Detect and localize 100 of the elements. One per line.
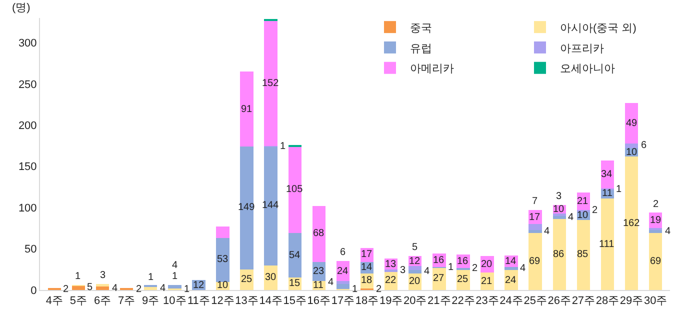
data-label: 3	[100, 270, 106, 281]
data-label: 15	[289, 278, 301, 289]
data-label: 4	[160, 283, 166, 294]
x-tick-label: 14주	[259, 295, 282, 308]
x-tick-label: 6주	[94, 295, 112, 308]
data-label: 4	[568, 212, 574, 223]
data-label: 4	[665, 226, 671, 237]
data-label: 24	[505, 275, 517, 286]
x-tick-label: 15주	[283, 295, 307, 308]
data-label: 2	[653, 199, 659, 210]
x-tick-label: 13주	[235, 295, 258, 308]
data-label: 2	[472, 263, 478, 274]
data-label: 10	[553, 204, 565, 215]
data-label: 1	[616, 184, 622, 195]
data-label: 21	[577, 196, 589, 207]
data-label: 2	[592, 205, 598, 216]
data-label: 10	[626, 147, 638, 158]
x-tick-label: 19주	[379, 295, 403, 308]
x-tick-label: 25주	[524, 295, 547, 308]
data-label: 105	[286, 184, 304, 195]
data-label: 11	[602, 188, 613, 199]
x-tick-label: 23주	[476, 295, 499, 308]
data-label: 69	[650, 256, 662, 267]
legend-label: 아시아(중국 외)	[560, 22, 636, 34]
data-label: 4	[328, 277, 334, 288]
data-label: 1	[352, 284, 358, 295]
data-label: 2	[376, 284, 382, 295]
data-label: 91	[241, 104, 253, 115]
data-label: 53	[217, 254, 229, 265]
data-label: 49	[626, 118, 638, 129]
data-label: 1	[148, 272, 154, 283]
data-label: 16	[457, 256, 469, 267]
data-label: 14	[505, 256, 517, 267]
x-tick-label: 17주	[331, 295, 355, 308]
data-label: 5	[87, 282, 93, 293]
y-tick-label: 150	[18, 161, 37, 174]
data-label: 12	[193, 280, 205, 291]
data-label: 5	[412, 242, 418, 253]
data-label: 3	[400, 265, 406, 276]
data-label: 24	[337, 266, 349, 277]
y-tick-label: 0	[30, 284, 37, 297]
y-tick-label: 200	[18, 120, 37, 132]
y-tick-label: 300	[18, 38, 37, 50]
data-label: 20	[409, 276, 421, 287]
data-label: 1	[172, 271, 178, 282]
data-label: 10	[217, 280, 229, 291]
data-label: 21	[481, 276, 493, 287]
legend-label: 아메리카	[410, 63, 454, 76]
y-tick-label: 100	[18, 202, 37, 214]
x-tick-label: 5주	[70, 295, 88, 308]
data-label: 25	[457, 274, 469, 285]
data-label: 13	[385, 259, 397, 270]
data-label: 10	[577, 210, 589, 221]
y-axis-title: (명)	[12, 2, 30, 14]
data-label: 17	[361, 249, 373, 260]
legend-label: 중국	[410, 22, 432, 34]
x-tick-label: 22주	[452, 295, 475, 308]
x-tick-label: 30주	[644, 295, 668, 308]
y-tick-label: 50	[24, 244, 37, 256]
x-tick-label: 26주	[548, 295, 572, 308]
data-label: 4	[424, 266, 430, 277]
data-label: 30	[265, 272, 277, 283]
data-label: 54	[289, 250, 301, 261]
data-label: 16	[433, 255, 445, 266]
data-label: 152	[262, 78, 280, 89]
data-label: 23	[313, 266, 325, 277]
x-tick-label: 18주	[355, 295, 379, 308]
x-tick-label: 11주	[187, 295, 210, 308]
data-label: 1	[280, 141, 286, 152]
x-tick-label: 27주	[572, 295, 596, 308]
data-label: 1	[448, 262, 454, 273]
data-label: 7	[532, 196, 538, 207]
data-label: 1	[75, 271, 81, 282]
data-label: 22	[385, 275, 397, 286]
x-tick-label: 20주	[403, 295, 427, 308]
data-label: 6	[340, 247, 346, 258]
data-label: 4	[544, 226, 550, 237]
data-label: 4	[112, 283, 118, 294]
legend-label: 오세아니아	[560, 63, 615, 76]
data-label: 111	[599, 239, 615, 250]
data-label: 18	[361, 275, 373, 286]
x-tick-label: 21주	[428, 295, 451, 308]
data-label: 20	[481, 259, 493, 270]
data-label: 27	[433, 273, 445, 284]
data-label: 3	[556, 191, 562, 202]
data-label: 86	[553, 249, 565, 260]
data-label: 6	[641, 140, 647, 151]
x-tick-label: 12주	[211, 295, 234, 308]
data-label: 12	[409, 256, 421, 267]
data-label: 17	[529, 212, 541, 223]
data-label: 2	[63, 284, 69, 295]
x-tick-label: 24주	[500, 295, 523, 308]
x-tick-label: 16주	[307, 295, 331, 308]
legend-label: 아프리카	[560, 42, 604, 55]
data-label: 1	[184, 284, 190, 295]
data-label: 4	[172, 260, 178, 271]
x-tick-label: 10주	[163, 295, 186, 308]
x-tick-label: 4주	[46, 295, 63, 308]
data-label: 2	[136, 284, 142, 295]
data-label: 25	[241, 274, 253, 285]
